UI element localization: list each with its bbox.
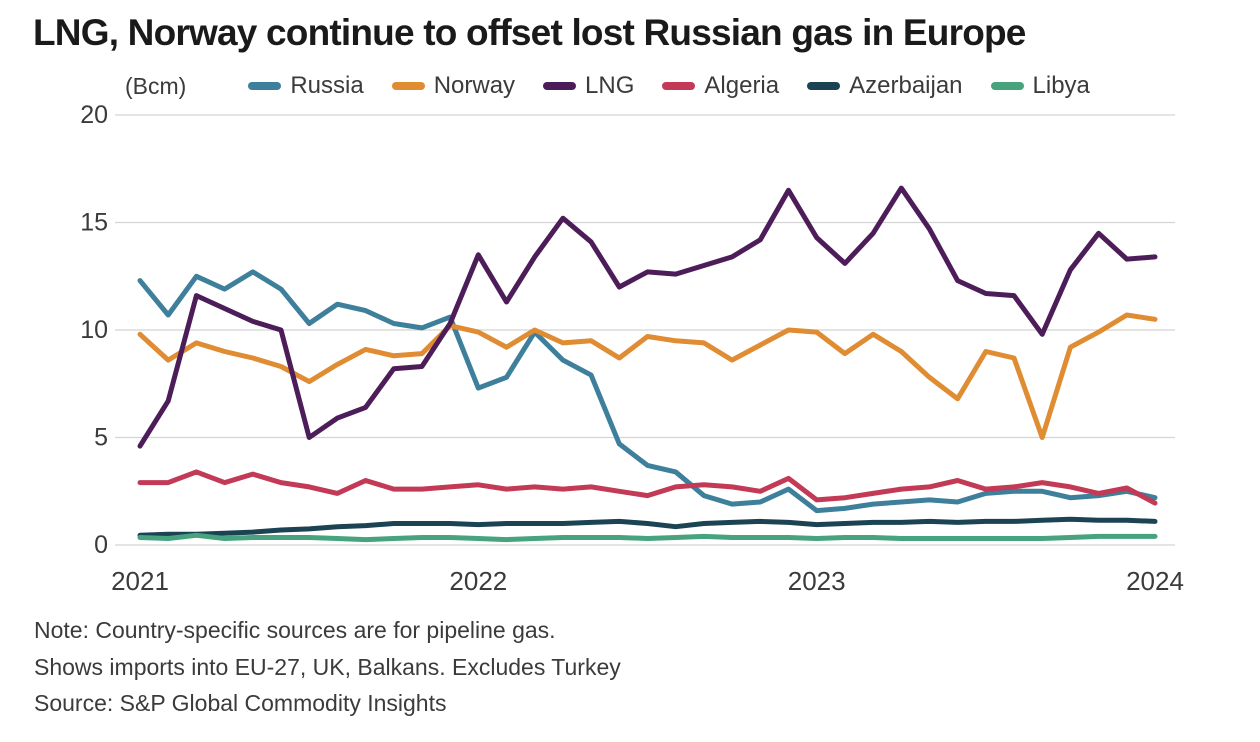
- legend-label-russia: Russia: [290, 72, 364, 99]
- source-line: Source: S&P Global Commodity Insights: [34, 690, 447, 716]
- y-tick-label-0: 0: [94, 531, 108, 559]
- legend-item-lng: LNG: [543, 72, 634, 100]
- page-title: LNG, Norway continue to offset lost Russ…: [33, 12, 1026, 53]
- legend-item-norway: Norway: [391, 72, 516, 100]
- y-tick-label-20: 20: [80, 101, 108, 129]
- note-line-1: Note: Country-specific sources are for p…: [34, 617, 556, 643]
- series-line-azerbaijan: [137, 516, 1158, 538]
- y-tick-label-10: 10: [80, 316, 108, 344]
- note-line-2: Shows imports into EU-27, UK, Balkans. E…: [34, 653, 621, 680]
- legend-item-azerbaijan: Azerbaijan: [807, 72, 963, 100]
- legend-label-algeria: Algeria: [704, 72, 780, 99]
- series-line-algeria: [137, 469, 1158, 506]
- x-tick-label-2024: 2024: [1126, 566, 1184, 596]
- legend-item-libya: Libya: [990, 72, 1090, 100]
- legend-label-libya: Libya: [1032, 72, 1090, 99]
- legend-swatch-libya: [990, 82, 1024, 90]
- series-line-lng: [137, 185, 1158, 449]
- legend-swatch-russia: [248, 82, 282, 90]
- series-line-libya: [137, 532, 1158, 543]
- legend: (Bcm) Russia Norway LNG Algeria Azerbaijan Li…: [125, 72, 1090, 100]
- y-tick-label-15: 15: [80, 209, 108, 237]
- y-axis-unit-label: (Bcm): [125, 72, 187, 99]
- legend-swatch-lng: [543, 82, 577, 90]
- footnotes: Note: Country-specific sources are for p…: [34, 612, 621, 722]
- x-tick-label-2022: 2022: [449, 566, 507, 596]
- legend-swatch-azerbaijan: [807, 82, 841, 90]
- x-tick-label-2023: 2023: [788, 566, 846, 596]
- legend-label-lng: LNG: [585, 72, 635, 99]
- legend-swatch-norway: [391, 82, 425, 90]
- y-tick-label-5: 5: [94, 424, 108, 452]
- legend-label-azerbaijan: Azerbaijan: [849, 72, 963, 99]
- series-line-russia: [137, 269, 1158, 514]
- legend-item-russia: Russia: [248, 72, 364, 100]
- legend-items: Russia Norway LNG Algeria Azerbaijan Libya: [248, 72, 1090, 100]
- legend-item-algeria: Algeria: [662, 72, 779, 100]
- series-line-norway: [137, 312, 1158, 440]
- x-tick-label-2021: 2021: [111, 566, 169, 596]
- legend-label-norway: Norway: [433, 72, 516, 99]
- legend-swatch-algeria: [662, 82, 696, 90]
